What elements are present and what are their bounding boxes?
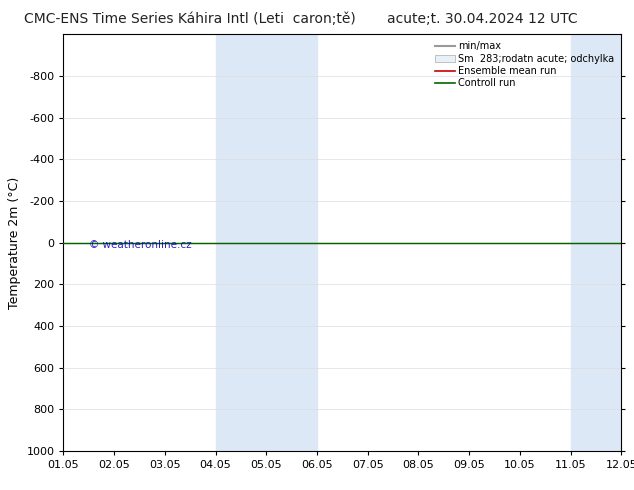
Bar: [216, 34, 266, 451]
Text: © weatheronline.cz: © weatheronline.cz: [89, 240, 191, 250]
Bar: [621, 34, 634, 451]
Text: acute;t. 30.04.2024 12 UTC: acute;t. 30.04.2024 12 UTC: [387, 12, 577, 26]
Y-axis label: Temperature 2m (°C): Temperature 2m (°C): [8, 176, 21, 309]
Bar: [571, 34, 621, 451]
Bar: [266, 34, 317, 451]
Text: CMC-ENS Time Series Káhira Intl (Leti  caron;tě): CMC-ENS Time Series Káhira Intl (Leti ca…: [24, 12, 356, 26]
Legend: min/max, Sm  283;rodatn acute; odchylka, Ensemble mean run, Controll run: min/max, Sm 283;rodatn acute; odchylka, …: [433, 39, 616, 90]
